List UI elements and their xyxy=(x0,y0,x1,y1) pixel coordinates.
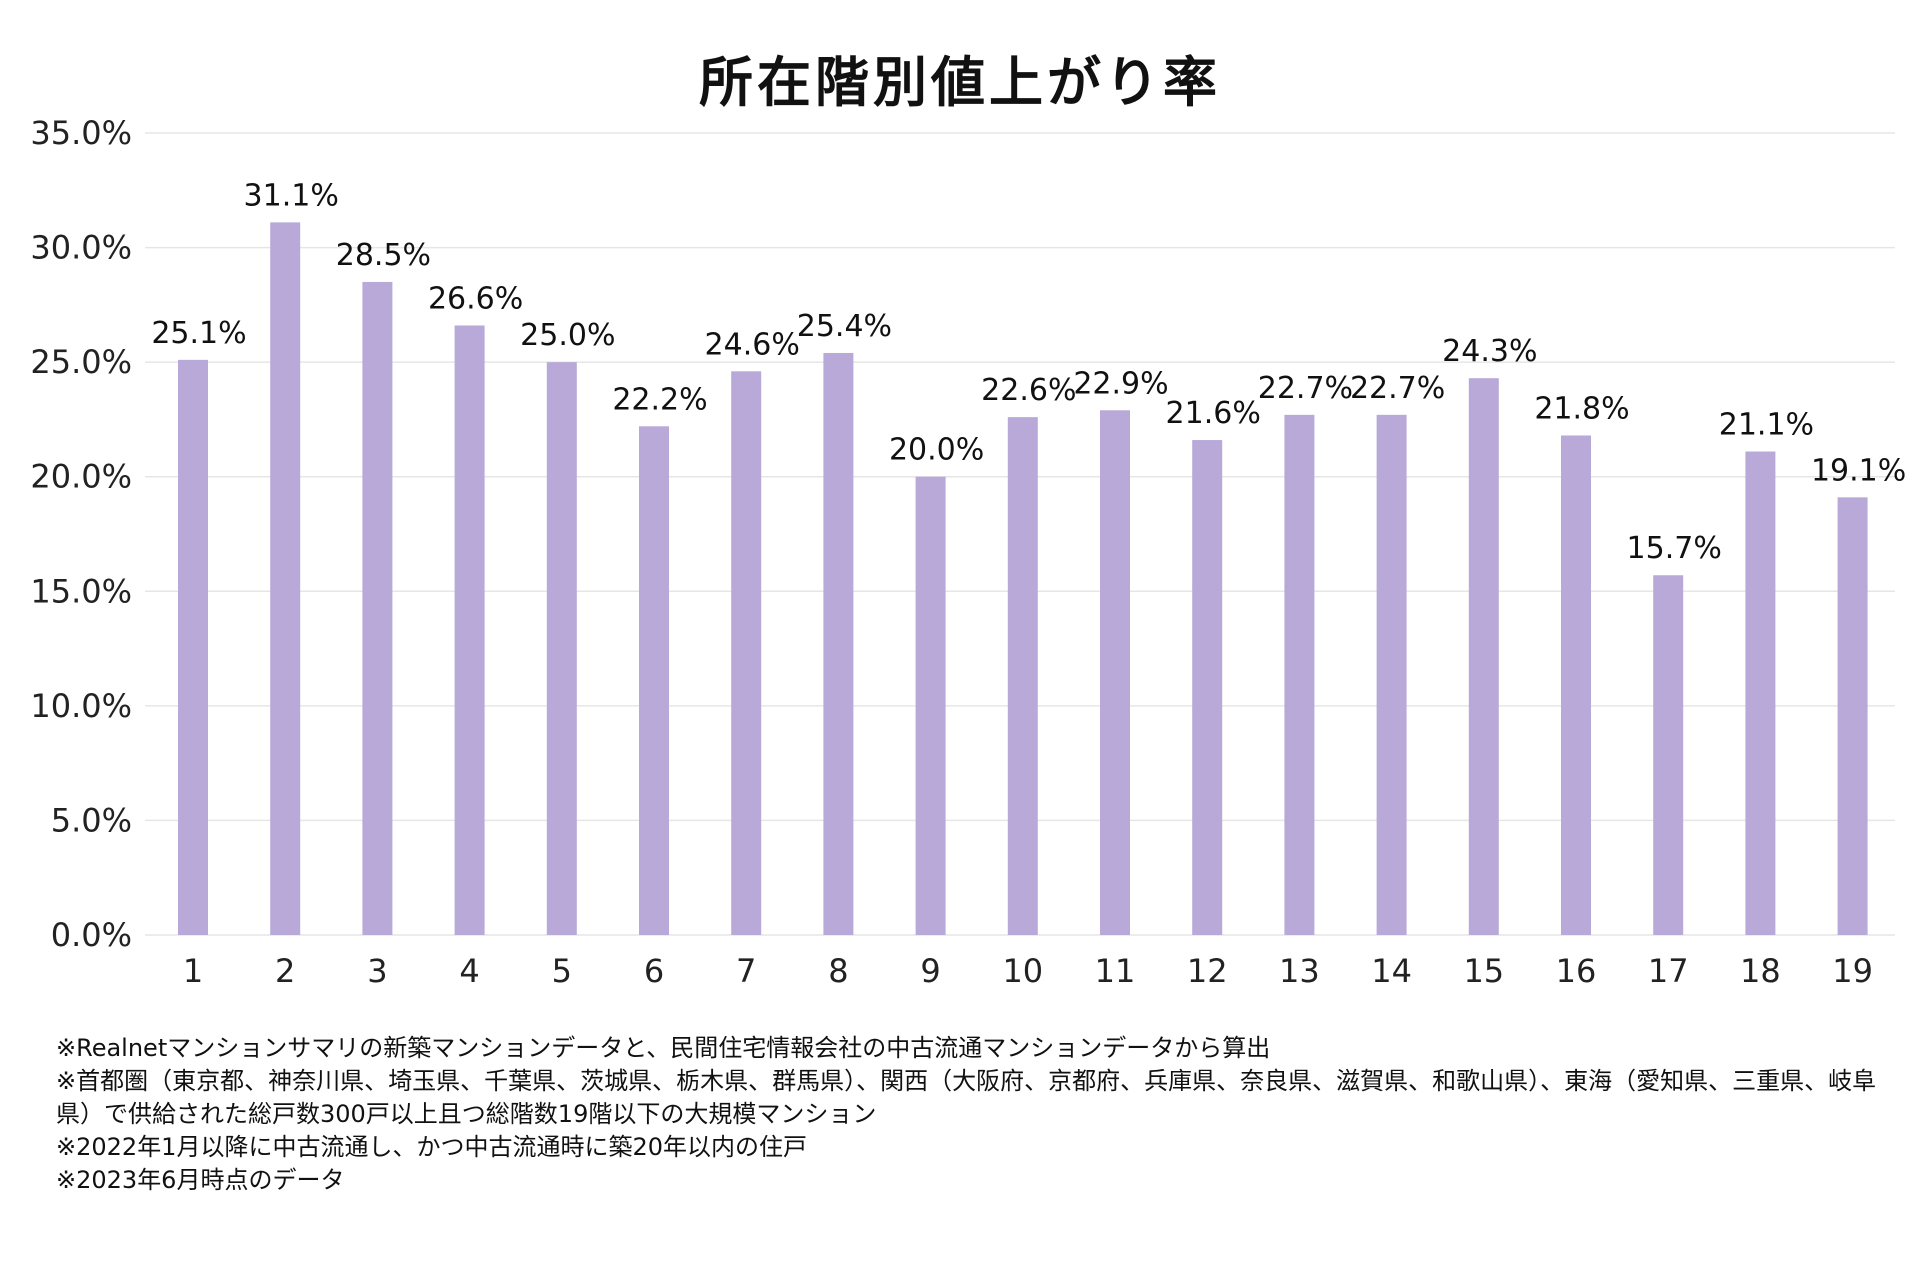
bar xyxy=(1007,417,1038,935)
bar xyxy=(1837,497,1868,935)
x-axis-tick-labels: 1 2 3 4 5 6 7 8 9 10 11 12 13 14 15 16 17 18 19 xyxy=(183,952,1873,990)
bar xyxy=(1468,378,1499,935)
bar xyxy=(1100,410,1130,936)
bar xyxy=(1561,435,1591,935)
y-tick-label: 0.0% xyxy=(51,916,132,954)
y-tick-label: 25.0% xyxy=(30,343,132,381)
y-axis-tick-labels: 0.0% 5.0% 10.0% 15.0% 20.0% 25.0% 30.0% 35.0% xyxy=(30,114,132,954)
x-tick-label: 15 xyxy=(1463,952,1504,990)
data-label: 22.7% xyxy=(1350,371,1445,406)
y-tick-label: 5.0% xyxy=(51,801,132,839)
data-label: 21.8% xyxy=(1534,391,1629,426)
x-tick-label: 13 xyxy=(1279,952,1320,990)
bar xyxy=(823,352,854,935)
data-label: 22.2% xyxy=(612,382,707,417)
x-tick-label: 17 xyxy=(1648,952,1689,990)
x-tick-label: 9 xyxy=(920,952,940,990)
data-label: 22.6% xyxy=(981,373,1076,408)
x-tick-label: 11 xyxy=(1095,952,1136,990)
chart-title: 所在階別値上がり率 xyxy=(699,51,1221,114)
x-tick-label: 14 xyxy=(1371,952,1412,990)
bar xyxy=(546,362,577,936)
bar xyxy=(362,281,393,935)
data-label: 21.1% xyxy=(1719,408,1814,443)
data-label: 15.7% xyxy=(1627,531,1722,566)
footnotes: ※Realnetマンションサマリの新築マンションデータと、民間住宅情報会社の中古… xyxy=(56,1032,1886,1197)
footnote: 県）で供給された総戸数300戸以上且つ総階数19階以下の大規模マンション xyxy=(56,1100,877,1128)
data-label: 22.9% xyxy=(1073,366,1168,401)
bar xyxy=(270,222,301,935)
bar xyxy=(915,476,946,935)
x-tick-label: 7 xyxy=(736,952,756,990)
y-tick-label: 30.0% xyxy=(30,229,132,267)
bar xyxy=(1284,414,1315,935)
x-tick-label: 16 xyxy=(1556,952,1597,990)
x-tick-label: 6 xyxy=(644,952,664,990)
data-label: 26.6% xyxy=(428,281,523,316)
x-tick-label: 18 xyxy=(1740,952,1781,990)
bar xyxy=(731,371,762,935)
data-label: 25.0% xyxy=(520,318,615,353)
x-tick-label: 10 xyxy=(1002,952,1043,990)
footnote: ※2022年1月以降に中古流通し、かつ中古流通時に築20年以内の住戸 xyxy=(56,1133,807,1161)
footnote: ※2023年6月時点のデータ xyxy=(56,1166,345,1194)
y-tick-label: 15.0% xyxy=(30,572,132,610)
data-labels: 25.1% 31.1% 28.5% 26.6%25.0% 22.2% 24.6%25.4%… xyxy=(151,178,1906,566)
x-tick-label: 12 xyxy=(1187,952,1228,990)
data-label: 31.1% xyxy=(244,178,339,213)
x-tick-label: 1 xyxy=(183,952,203,990)
footnote: ※首都圏（東京都、神奈川県、埼玉県、千葉県、茨城県、栃木県、群馬県）、関西（大阪… xyxy=(56,1067,1877,1095)
data-label: 25.1% xyxy=(151,316,246,351)
data-label: 25.4% xyxy=(797,309,892,344)
bars xyxy=(178,222,1868,936)
data-label: 24.6% xyxy=(705,327,800,362)
y-tick-label: 10.0% xyxy=(30,687,132,725)
bar xyxy=(1192,440,1223,935)
footnote: ※Realnetマンションサマリの新築マンションデータと、民間住宅情報会社の中古… xyxy=(56,1034,1271,1062)
x-tick-label: 5 xyxy=(552,952,572,990)
x-tick-label: 2 xyxy=(275,952,295,990)
data-label: 21.6% xyxy=(1166,396,1261,431)
data-label: 24.3% xyxy=(1442,334,1537,369)
x-tick-label: 3 xyxy=(367,952,387,990)
bar xyxy=(1653,575,1684,935)
y-tick-label: 35.0% xyxy=(30,114,132,152)
bar xyxy=(178,359,208,935)
data-label: 28.5% xyxy=(336,238,431,273)
data-label: 19.1% xyxy=(1811,453,1906,488)
x-tick-label: 8 xyxy=(828,952,848,990)
data-label: 20.0% xyxy=(889,433,984,468)
bar xyxy=(454,325,485,936)
x-tick-label: 19 xyxy=(1832,952,1873,990)
bar xyxy=(639,426,669,935)
bar xyxy=(1745,451,1776,935)
data-label: 22.7% xyxy=(1258,371,1353,406)
x-tick-label: 4 xyxy=(459,952,479,990)
y-tick-label: 20.0% xyxy=(30,458,132,496)
bar-chart: 0.0% 5.0% 10.0% 15.0% 20.0% 25.0% 30.0% 35.0% 2… xyxy=(30,114,1906,990)
bar xyxy=(1376,414,1407,935)
